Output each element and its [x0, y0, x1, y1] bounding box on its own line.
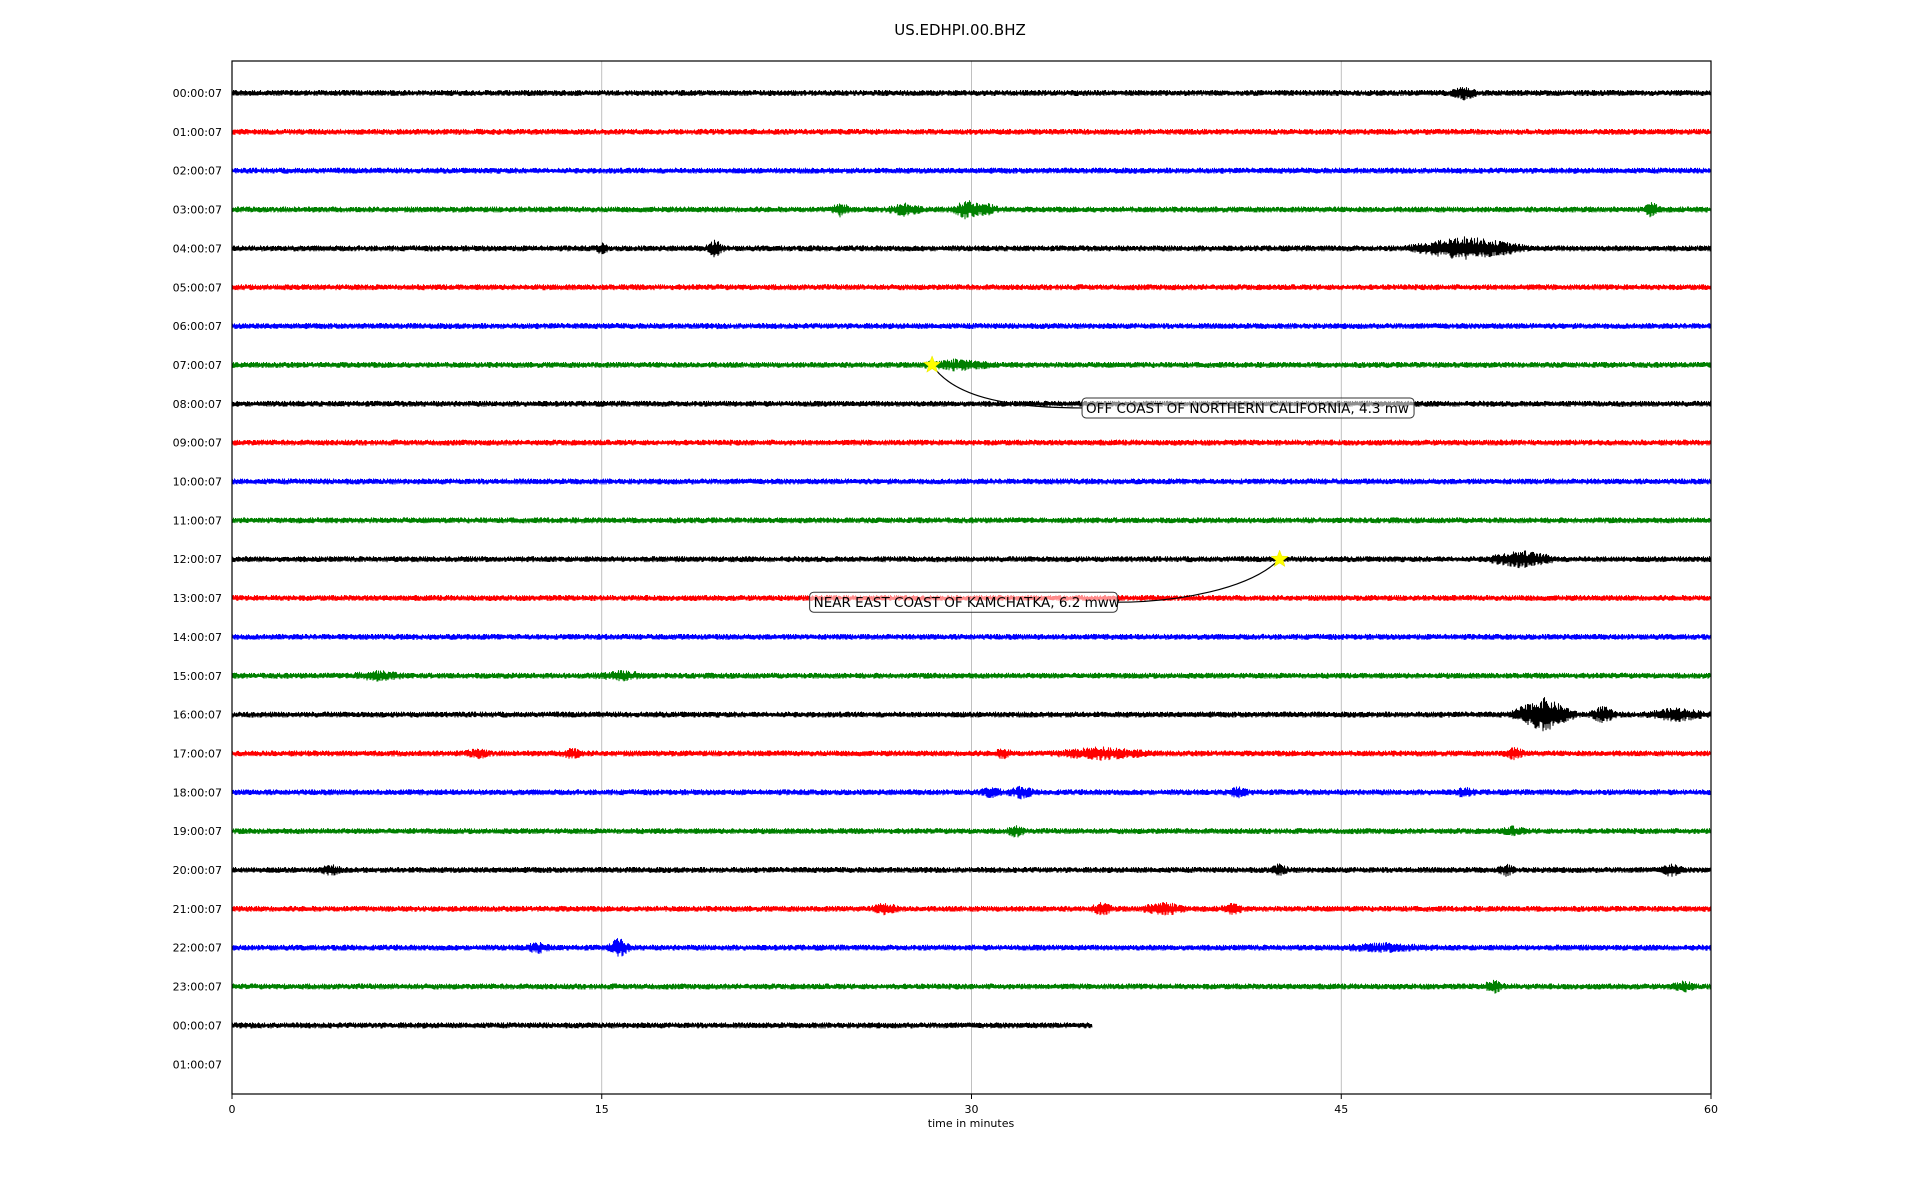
event-label: OFF COAST OF NORTHERN CALIFORNIA, 4.3 mw — [1086, 401, 1409, 417]
row-label: 00:00:07 — [173, 1019, 222, 1032]
row-label: 20:00:07 — [173, 864, 222, 877]
row-label: 10:00:07 — [173, 476, 222, 489]
trace-row-9 — [231, 439, 1712, 446]
trace-row-20 — [231, 863, 1712, 877]
row-label: 01:00:07 — [173, 126, 222, 139]
trace-row-3 — [231, 200, 1712, 220]
row-label: 06:00:07 — [173, 320, 222, 333]
row-label: 02:00:07 — [173, 165, 222, 178]
seismic-traces — [231, 87, 1712, 1029]
x-tick-label: 15 — [595, 1103, 609, 1116]
trace-row-19 — [231, 825, 1712, 838]
row-label: 04:00:07 — [173, 242, 222, 255]
row-label: 21:00:07 — [173, 903, 222, 916]
event-connector — [931, 364, 1083, 409]
grid-lines — [601, 61, 1342, 1094]
x-tick-label: 30 — [965, 1103, 979, 1116]
row-label: 03:00:07 — [173, 204, 222, 217]
row-label: 18:00:07 — [173, 786, 222, 799]
row-label: 23:00:07 — [173, 981, 222, 994]
trace-row-0 — [231, 87, 1712, 101]
trace-row-12 — [231, 550, 1712, 569]
event-star-icon — [922, 355, 942, 373]
trace-row-4 — [231, 236, 1712, 260]
row-label: 16:00:07 — [173, 709, 222, 722]
row-label: 19:00:07 — [173, 825, 222, 838]
row-label: 05:00:07 — [173, 281, 222, 294]
trace-row-16 — [231, 697, 1712, 732]
row-label: 22:00:07 — [173, 942, 222, 955]
row-label: 11:00:07 — [173, 514, 222, 527]
event-label-box — [809, 591, 1118, 613]
row-label: 00:00:07 — [173, 87, 222, 100]
trace-row-6 — [231, 323, 1712, 330]
trace-row-18 — [231, 785, 1712, 800]
x-axis-ticks: 0 15 30 45 60 — [229, 1094, 1718, 1116]
trace-row-24 — [231, 1022, 1093, 1029]
row-time-labels: 00:00:07 01:00:07 02:00:07 03:00:07 04:00:07… — [173, 87, 222, 1071]
x-axis-label: time in minutes — [928, 1117, 1015, 1130]
event-label-box — [1081, 397, 1415, 419]
row-label: 17:00:07 — [173, 747, 222, 760]
trace-row-10 — [231, 478, 1712, 485]
row-label: 12:00:07 — [173, 553, 222, 566]
event-label: NEAR EAST COAST OF KAMCHATKA, 6.2 mww — [814, 595, 1120, 611]
trace-row-1 — [231, 128, 1712, 135]
event-star-icon — [1270, 549, 1289, 568]
row-label: 01:00:07 — [173, 1058, 222, 1071]
x-tick-label: 45 — [1334, 1103, 1348, 1116]
row-label: 08:00:07 — [173, 398, 222, 411]
chart-title: US.EDHPI.00.BHZ — [894, 21, 1026, 39]
x-tick-label: 60 — [1704, 1103, 1718, 1116]
trace-row-23 — [231, 979, 1712, 994]
row-label: 09:00:07 — [173, 437, 222, 450]
event-connector — [1117, 558, 1281, 603]
trace-row-7 — [231, 358, 1712, 372]
trace-row-17 — [231, 746, 1712, 761]
trace-row-21 — [231, 902, 1712, 916]
row-label: 14:00:07 — [173, 631, 222, 644]
trace-row-14 — [231, 633, 1712, 640]
row-label: 07:00:07 — [173, 359, 222, 372]
x-tick-label: 0 — [229, 1103, 236, 1116]
trace-row-15 — [231, 670, 1712, 682]
row-label: 15:00:07 — [173, 670, 222, 683]
trace-row-2 — [231, 167, 1712, 174]
trace-row-22 — [231, 938, 1712, 957]
trace-row-5 — [231, 284, 1712, 291]
event-annotations: OFF COAST OF NORTHERN CALIFORNIA, 4.3 mw… — [809, 355, 1415, 613]
trace-row-8 — [231, 400, 1712, 407]
row-label: 13:00:07 — [173, 592, 222, 605]
trace-row-11 — [231, 517, 1712, 524]
